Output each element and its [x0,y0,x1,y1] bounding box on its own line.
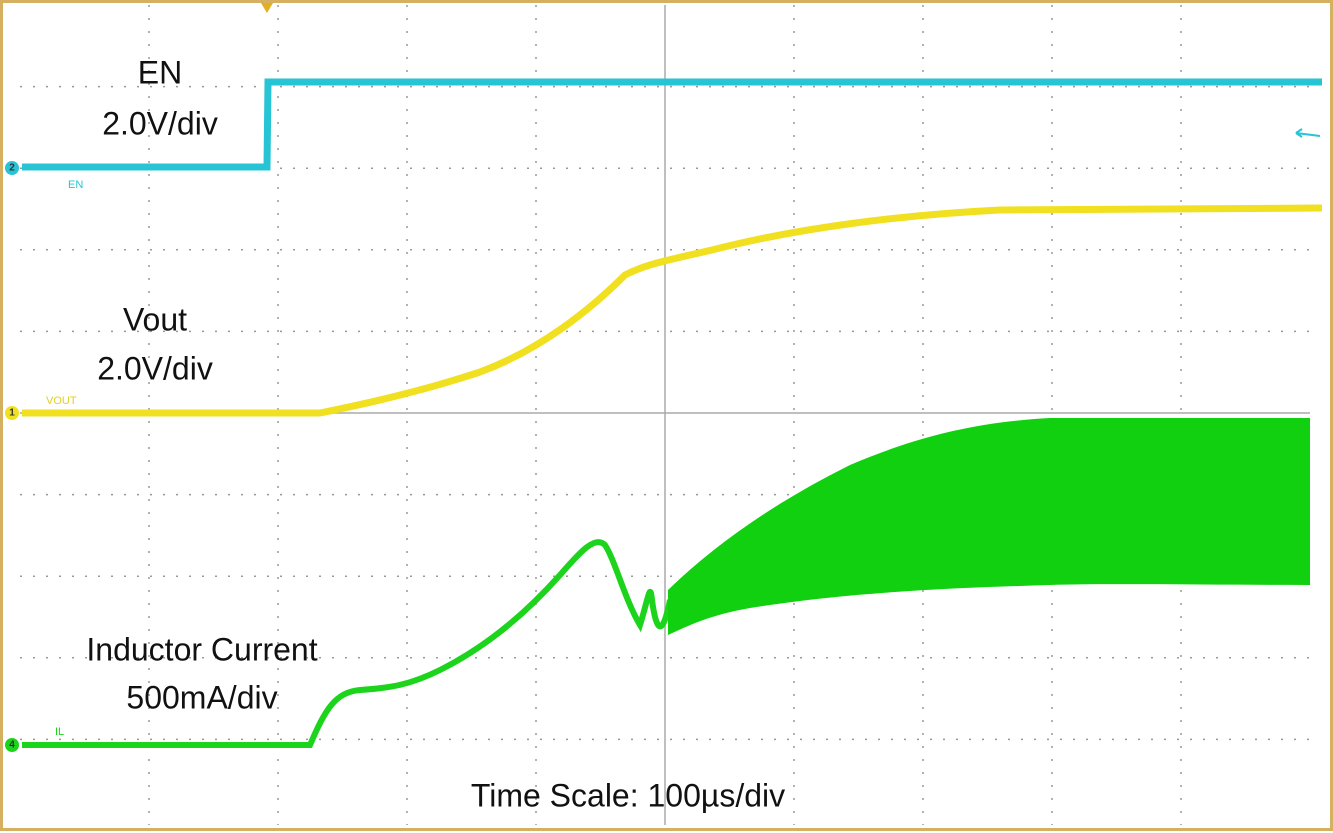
ch-label: VOUT [46,395,77,407]
vout-name: Vout [123,301,187,337]
ch-number: 4 [9,740,15,751]
ch-marker [5,738,19,752]
ch-number: 1 [9,408,15,419]
vout-trace [22,204,1323,417]
il-trace [22,539,673,748]
time-scale: Time Scale: 100µs/div [471,777,785,813]
ch-marker [5,161,19,175]
level-arrow-head [1295,128,1303,138]
vout-scale: 2.0V/div [97,350,213,386]
trigger-marker [261,3,273,13]
level-arrow [1295,132,1321,137]
ch-label: IL [55,726,64,738]
ch-number: 2 [9,163,15,174]
ch-label: EN [68,179,83,191]
il-name: Inductor Current [86,631,317,667]
il-envelope [668,418,1310,635]
il-scale: 500mA/div [126,679,277,715]
en-name: EN [138,54,182,90]
en-trace [22,78,1322,171]
en-scale: 2.0V/div [102,105,218,141]
ch-marker [5,406,19,420]
